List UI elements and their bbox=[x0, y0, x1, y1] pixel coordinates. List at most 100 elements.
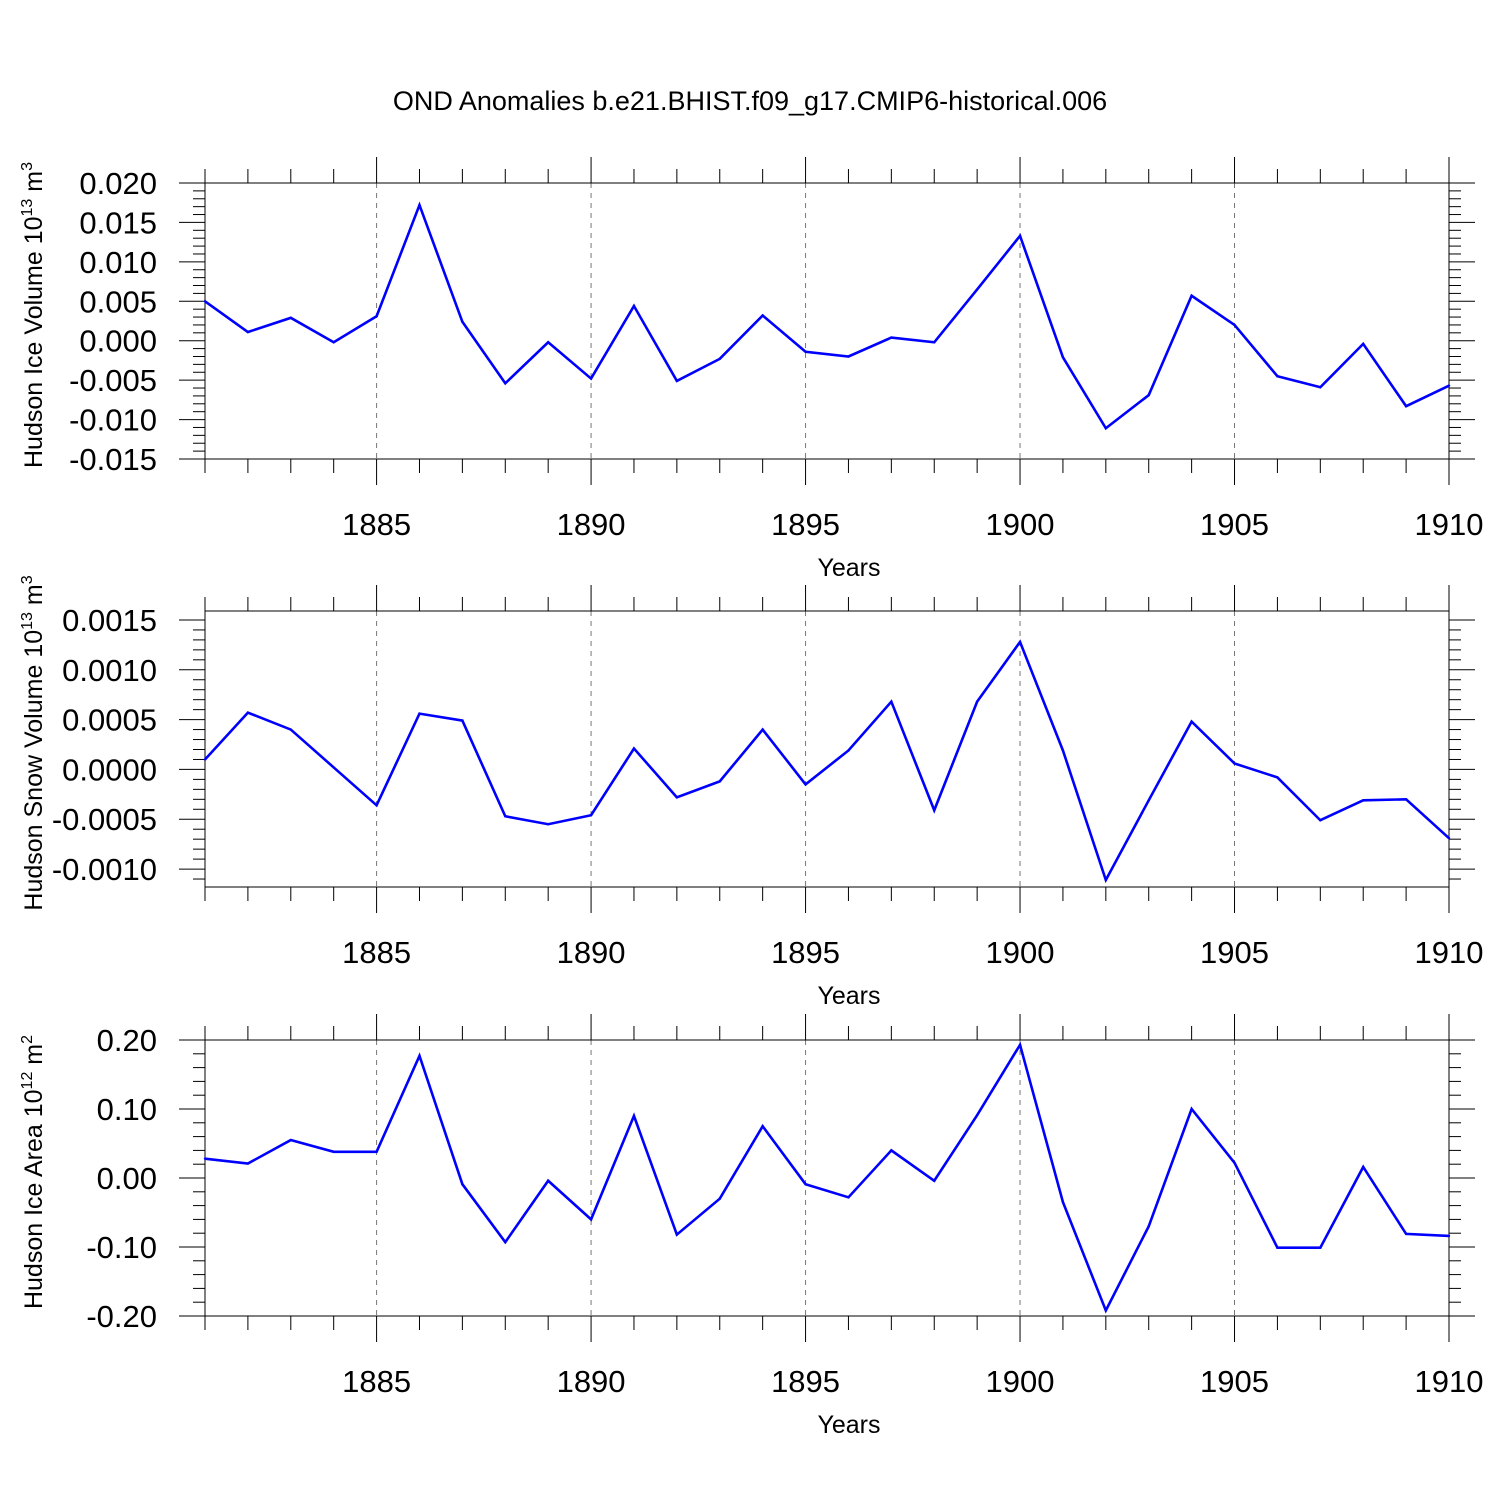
chart-2-y-tick-label-4: 0.20 bbox=[97, 1023, 157, 1058]
chart-2-y-tick-label-1: -0.10 bbox=[86, 1230, 157, 1265]
chart-0-y-tick-label-0: -0.015 bbox=[69, 442, 157, 477]
chart-2-data-point-1893 bbox=[718, 1197, 721, 1200]
chart-2-data-point-1899 bbox=[975, 1114, 979, 1117]
chart-0-data-point-1910 bbox=[1447, 384, 1451, 387]
chart-2-data-point-1904 bbox=[1190, 1107, 1193, 1111]
chart-1-data-point-1909 bbox=[1404, 798, 1408, 801]
chart-2-data-point-1896 bbox=[847, 1196, 850, 1199]
chart-2-data-point-1881 bbox=[203, 1157, 207, 1160]
chart-0-data-point-1882 bbox=[246, 330, 250, 334]
chart-0-data-point-1885 bbox=[375, 315, 378, 318]
chart-2-data-point-1892 bbox=[675, 1233, 679, 1236]
chart-1-data-point-1907 bbox=[1319, 819, 1322, 822]
chart-1-data-point-1910 bbox=[1447, 836, 1451, 840]
chart-0-data-point-1906 bbox=[1276, 375, 1279, 378]
chart-0-data-point-1904 bbox=[1190, 294, 1193, 297]
chart-2-series-line bbox=[204, 1041, 1450, 1314]
chart-1-x-axis-label: Years bbox=[817, 982, 880, 1010]
chart-0-data-point-1905 bbox=[1233, 323, 1236, 327]
chart-0-data-point-1903 bbox=[1147, 393, 1150, 397]
chart-1-data-point-1885 bbox=[375, 804, 378, 807]
chart-1-data-point-1904 bbox=[1190, 720, 1193, 723]
chart-1-x-tick-label-3: 1900 bbox=[986, 935, 1055, 970]
chart-2-data-point-1907 bbox=[1319, 1246, 1322, 1249]
panel-ice-volume: -0.015 -0.010 -0.005 0.000 0.005 0.010 0.015 0.… bbox=[19, 157, 1483, 582]
chart-1-data-point-1882 bbox=[246, 711, 250, 714]
chart-1-y-axis-label: Hudson Snow Volume 1013 m3 bbox=[19, 575, 48, 910]
chart-1-data-point-1897 bbox=[890, 700, 893, 703]
chart-0-data-point-1901 bbox=[1061, 356, 1065, 359]
chart-2-data-point-1888 bbox=[504, 1240, 507, 1244]
panel-ice-area: -0.20 -0.10 0.00 0.10 0.20 1885 1890 1895 1900 19… bbox=[19, 1014, 1483, 1439]
chart-1-data-point-1903 bbox=[1147, 799, 1150, 802]
chart-0-data-point-1892 bbox=[675, 379, 679, 383]
chart-title: OND Anomalies b.e21.BHIST.f09_g17.CMIP6-… bbox=[393, 86, 1107, 116]
chart-2-data-point-1895 bbox=[804, 1183, 807, 1186]
chart-1-y-tick-label-4: 0.0010 bbox=[62, 653, 157, 688]
chart-2-data-point-1884 bbox=[332, 1150, 335, 1153]
chart-1-data-point-1895 bbox=[804, 783, 807, 786]
chart-2-data-point-1908 bbox=[1362, 1165, 1365, 1169]
chart-0-data-point-1896 bbox=[847, 355, 850, 358]
chart-0-series-line bbox=[204, 201, 1450, 431]
chart-2-data-point-1898 bbox=[933, 1179, 936, 1182]
chart-2-data-point-1889 bbox=[546, 1179, 550, 1182]
chart-1-data-point-1881 bbox=[203, 758, 207, 761]
chart-0-x-tick-label-4: 1905 bbox=[1200, 507, 1269, 542]
chart-0-x-tick-label-1: 1890 bbox=[557, 507, 626, 542]
chart-2-data-point-1906 bbox=[1276, 1246, 1279, 1249]
chart-0-data-point-1898 bbox=[933, 341, 936, 344]
chart-2-x-tick-label-2: 1895 bbox=[771, 1364, 840, 1399]
chart-1-data-point-1892 bbox=[675, 796, 679, 799]
chart-2-data-point-1897 bbox=[890, 1149, 893, 1152]
chart-0-y-tick-label-3: 0.000 bbox=[79, 324, 157, 359]
chart-1-data-point-1902 bbox=[1104, 878, 1108, 882]
chart-1-data-point-1884 bbox=[332, 766, 335, 769]
chart-2-x-tick-label-3: 1900 bbox=[986, 1364, 1055, 1399]
chart-0-y-tick-label-5: 0.010 bbox=[79, 245, 157, 280]
chart-0-data-point-1881 bbox=[203, 300, 207, 303]
chart-0-data-point-1888 bbox=[504, 382, 507, 385]
chart-1-data-point-1901 bbox=[1061, 749, 1065, 752]
chart-0-x-tick-label-5: 1910 bbox=[1415, 507, 1484, 542]
chart-1-x-tick-label-4: 1905 bbox=[1200, 935, 1269, 970]
chart-0-plot-frame bbox=[204, 182, 1450, 460]
chart-0-data-point-1883 bbox=[289, 316, 292, 320]
chart-2-x-axis-label: Years bbox=[817, 1411, 880, 1439]
chart-0-data-point-1893 bbox=[718, 357, 721, 361]
chart-2-data-point-1909 bbox=[1404, 1232, 1408, 1236]
chart-0-y-tick-label-2: -0.005 bbox=[69, 363, 157, 398]
chart-2-data-point-1890 bbox=[589, 1218, 593, 1221]
chart-0-x-tick-label-0: 1885 bbox=[342, 507, 411, 542]
chart-0-data-point-1889 bbox=[546, 341, 550, 344]
chart-0-y-tick-label-4: 0.005 bbox=[79, 284, 157, 319]
chart-1-y-tick-label-3: 0.0005 bbox=[62, 703, 157, 738]
chart-1-data-point-1893 bbox=[718, 780, 721, 783]
chart-2-data-point-1910 bbox=[1447, 1234, 1451, 1238]
chart-1-data-point-1888 bbox=[504, 815, 507, 818]
chart-0-data-point-1884 bbox=[332, 341, 335, 344]
chart-1-x-tick-label-0: 1885 bbox=[342, 935, 411, 970]
chart-2-y-tick-label-2: 0.00 bbox=[97, 1161, 157, 1196]
chart-0-data-point-1895 bbox=[804, 350, 807, 353]
chart-0-data-point-1902 bbox=[1104, 427, 1108, 430]
chart-1-y-tick-label-1: -0.0005 bbox=[52, 802, 157, 837]
chart-1-data-point-1905 bbox=[1233, 762, 1236, 765]
chart-2-data-point-1887 bbox=[461, 1183, 464, 1186]
chart-2-data-point-1894 bbox=[761, 1125, 764, 1128]
chart-2-x-tick-label-1: 1890 bbox=[557, 1364, 626, 1399]
chart-2-y-tick-label-3: 0.10 bbox=[97, 1092, 157, 1127]
chart-1-data-point-1896 bbox=[847, 749, 850, 752]
chart-1-data-point-1906 bbox=[1276, 776, 1279, 779]
chart-1-y-tick-label-2: 0.0000 bbox=[62, 752, 157, 787]
chart-2-data-point-1902 bbox=[1104, 1309, 1108, 1312]
chart-1-data-point-1890 bbox=[589, 814, 593, 817]
chart-2-data-point-1885 bbox=[375, 1150, 378, 1153]
chart-0-data-point-1908 bbox=[1362, 342, 1365, 346]
chart-2-data-point-1900 bbox=[1018, 1043, 1022, 1047]
chart-0-data-point-1887 bbox=[461, 320, 464, 323]
chart-0-data-point-1886 bbox=[418, 203, 421, 207]
chart-1-data-point-1887 bbox=[461, 719, 464, 722]
